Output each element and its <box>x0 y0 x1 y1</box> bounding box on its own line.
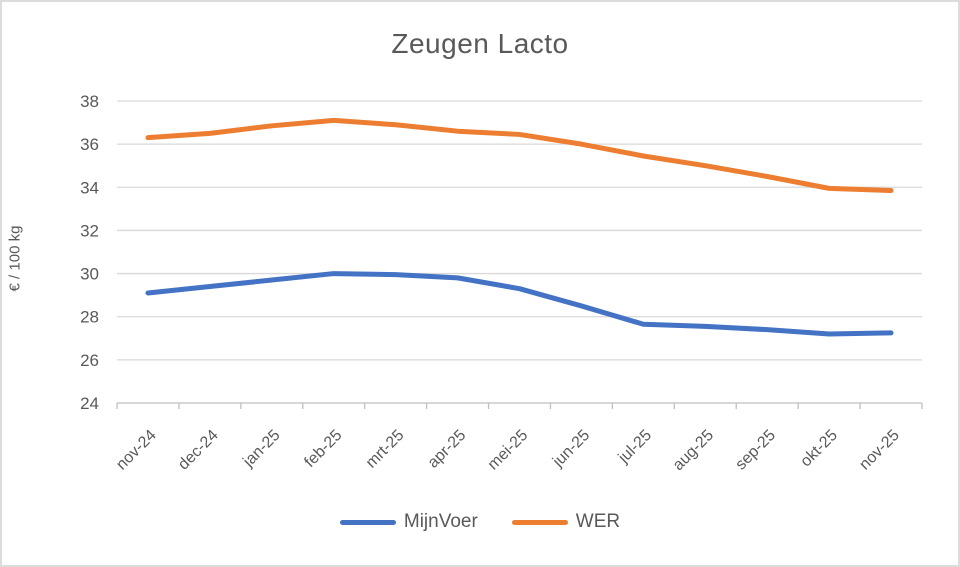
legend-line-wer-icon <box>511 519 568 525</box>
x-tick-label-nov-24: nov-24 <box>113 427 160 474</box>
x-tick-label-mrt-25: mrt-25 <box>363 427 408 472</box>
series-line-wer <box>145 117 894 194</box>
x-tick-label-okt-25: okt-25 <box>797 427 841 471</box>
y-tick-label-26: 26 <box>80 351 99 370</box>
chart-title: Zeugen Lacto <box>391 28 569 59</box>
y-tick-label-34: 34 <box>80 178 99 197</box>
x-tick-label-apr-25: apr-25 <box>425 427 470 472</box>
x-tick-label-mei-25: mei-25 <box>485 427 532 474</box>
series-line-mijnvoer <box>145 271 894 337</box>
legend-label-wer: WER <box>575 511 621 532</box>
legend: MijnVoer WER <box>2 511 958 533</box>
y-tick-label-38: 38 <box>80 92 99 111</box>
x-tick-label-jun-25: jun-25 <box>549 427 593 471</box>
x-tick-label-sep-25: sep-25 <box>732 427 779 474</box>
x-tick-label-jan-25: jan-25 <box>239 427 283 471</box>
legend-label-mijnvoer: MijnVoer <box>403 511 478 532</box>
legend-line-mijnvoer-icon <box>339 519 396 525</box>
y-tick-label-30: 30 <box>80 265 99 284</box>
x-tick-label-dec-24: dec-24 <box>175 427 222 474</box>
x-tick-label-nov-25: nov-25 <box>856 427 903 474</box>
y-tick-label-28: 28 <box>80 308 99 327</box>
x-tick-label-feb-25: feb-25 <box>301 427 345 471</box>
legend-item-mijnvoer: MijnVoer <box>339 511 478 533</box>
y-tick-label-36: 36 <box>80 135 99 154</box>
y-tick-label-24: 24 <box>80 394 99 413</box>
legend-item-wer: WER <box>511 511 621 533</box>
y-tick-label-32: 32 <box>80 221 99 240</box>
x-tick-label-aug-25: aug-25 <box>670 427 717 474</box>
x-tick-label-jul-25: jul-25 <box>615 427 655 467</box>
